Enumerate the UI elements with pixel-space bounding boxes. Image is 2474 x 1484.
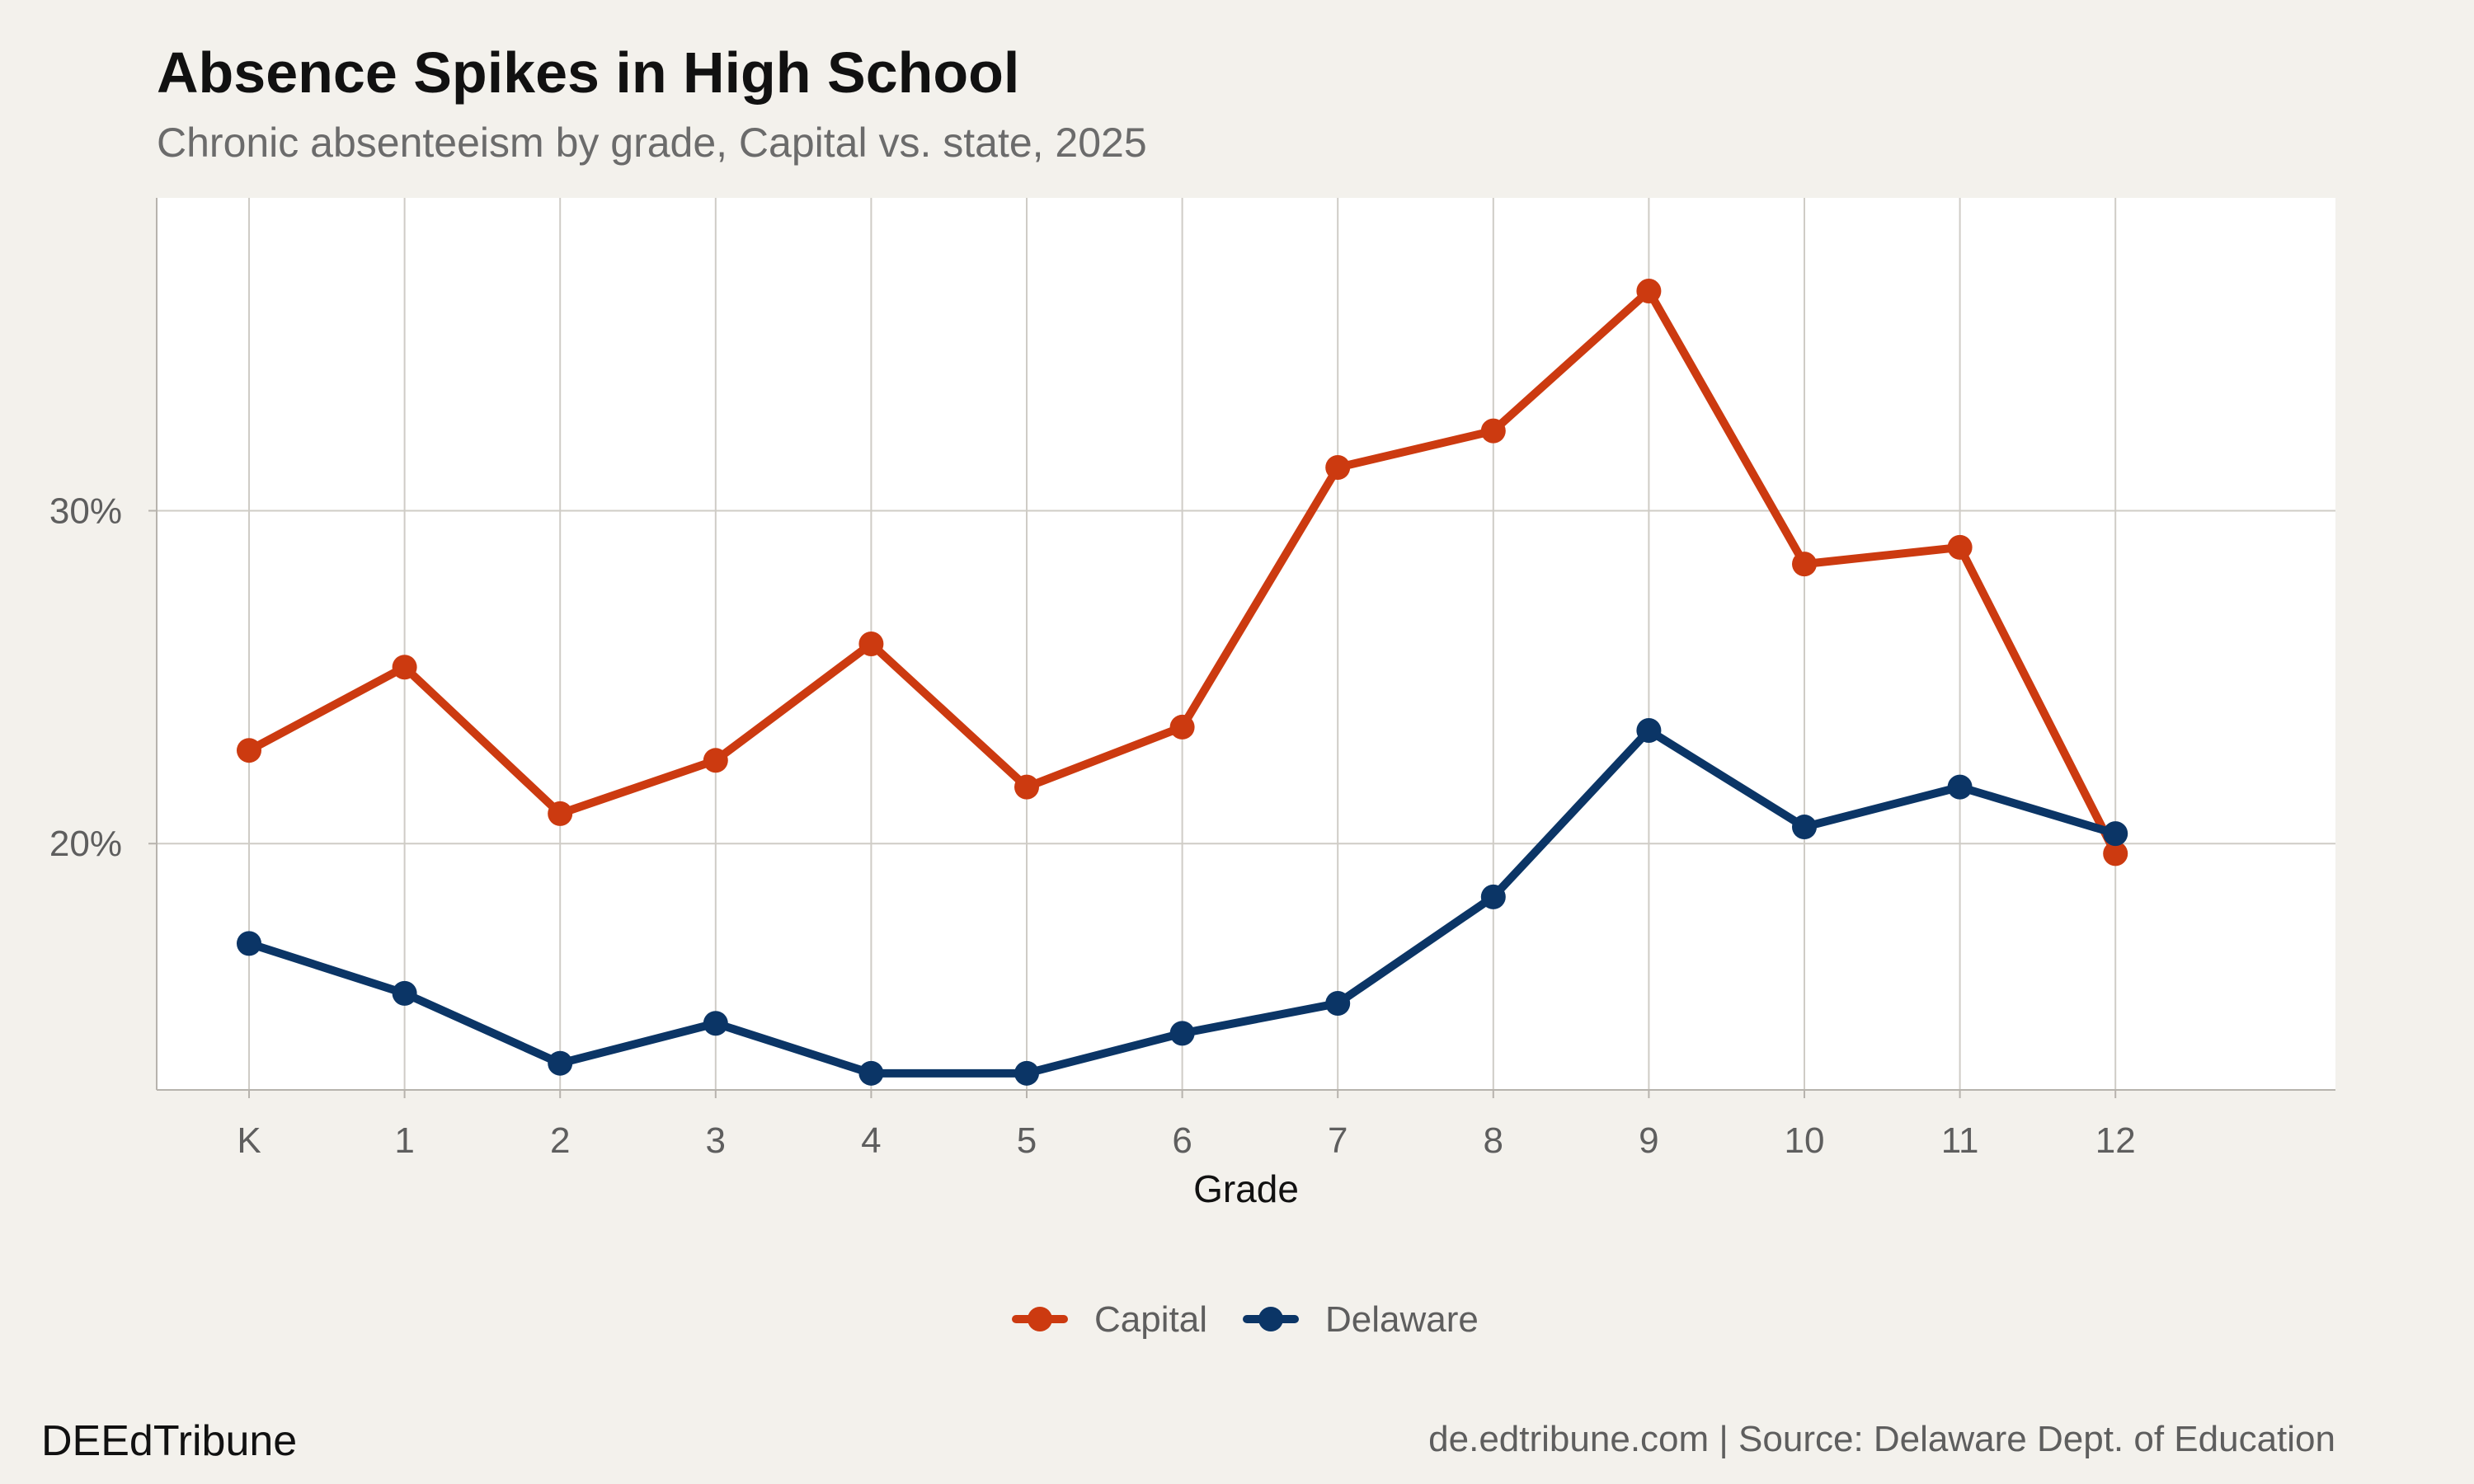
point-delaware-11 bbox=[1947, 774, 1973, 800]
gridlines bbox=[157, 198, 2335, 1090]
y-axis-ticks: 20% 30% bbox=[49, 491, 157, 864]
chart-subtitle: Chronic absenteeism by grade, Capital vs… bbox=[157, 120, 1147, 166]
x-tick-label: 3 bbox=[706, 1120, 726, 1161]
point-capital-10 bbox=[1792, 552, 1817, 577]
point-capital-7 bbox=[1325, 455, 1351, 481]
point-delaware-7 bbox=[1325, 991, 1351, 1017]
point-delaware-12 bbox=[2103, 821, 2128, 847]
point-delaware-2 bbox=[548, 1050, 573, 1076]
point-capital-12 bbox=[2103, 841, 2128, 866]
x-axis-title: Grade bbox=[1193, 1167, 1299, 1210]
legend-label-capital: Capital bbox=[1094, 1299, 1207, 1340]
point-delaware-6 bbox=[1169, 1021, 1195, 1046]
point-delaware-9 bbox=[1636, 717, 1662, 743]
y-tick-label: 30% bbox=[49, 491, 122, 532]
legend-label-delaware: Delaware bbox=[1325, 1299, 1479, 1340]
point-capital-8 bbox=[1480, 418, 1506, 444]
point-capital-9 bbox=[1636, 279, 1662, 304]
x-tick-label: 10 bbox=[1785, 1120, 1825, 1161]
x-tick-label: 5 bbox=[1017, 1120, 1037, 1161]
point-capital-1 bbox=[392, 655, 417, 680]
point-delaware-10 bbox=[1792, 815, 1817, 840]
point-delaware-4 bbox=[858, 1060, 884, 1086]
point-delaware-1 bbox=[392, 980, 417, 1006]
point-delaware-3 bbox=[703, 1011, 728, 1036]
point-capital-3 bbox=[703, 748, 728, 773]
x-tick-label: 9 bbox=[1639, 1120, 1658, 1161]
point-delaware-K bbox=[237, 931, 261, 956]
plot-area bbox=[157, 198, 2335, 1090]
x-tick-label: 6 bbox=[1172, 1120, 1192, 1161]
x-tick-label: 11 bbox=[1941, 1120, 1979, 1161]
point-capital-K bbox=[237, 738, 261, 763]
series-layer bbox=[237, 279, 2128, 1086]
legend-marker-delaware bbox=[1258, 1307, 1283, 1331]
source-note: de.edtribune.com | Source: Delaware Dept… bbox=[1428, 1419, 2335, 1459]
brand-logo: DEEdTribune bbox=[41, 1417, 297, 1465]
legend-marker-capital bbox=[1028, 1307, 1052, 1331]
x-tick-label: 8 bbox=[1484, 1120, 1503, 1161]
point-capital-2 bbox=[548, 801, 573, 826]
x-axis-ticks: K 1 2 3 4 5 6 7 8 9 10 11 12 bbox=[237, 1090, 2136, 1161]
x-tick-label: 12 bbox=[2095, 1120, 2136, 1161]
x-tick-label: K bbox=[237, 1120, 261, 1161]
legend: Capital Delaware bbox=[1012, 1299, 1479, 1340]
y-tick-label: 20% bbox=[49, 824, 122, 864]
point-delaware-8 bbox=[1480, 884, 1506, 909]
point-capital-6 bbox=[1169, 714, 1195, 740]
chart-title: Absence Spikes in High School bbox=[157, 40, 1019, 105]
point-delaware-5 bbox=[1014, 1060, 1039, 1086]
point-capital-5 bbox=[1014, 774, 1039, 800]
point-capital-4 bbox=[858, 632, 884, 656]
x-tick-label: 7 bbox=[1328, 1120, 1348, 1161]
x-tick-label: 4 bbox=[861, 1120, 881, 1161]
x-tick-label: 2 bbox=[550, 1120, 570, 1161]
point-capital-11 bbox=[1947, 534, 1973, 560]
x-tick-label: 1 bbox=[394, 1120, 414, 1161]
